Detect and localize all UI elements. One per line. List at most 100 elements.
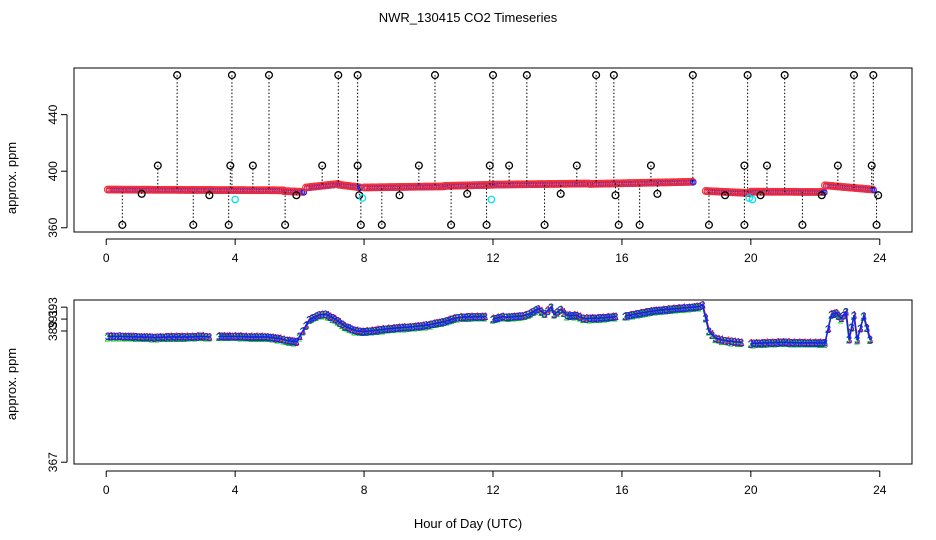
lower-series-marker: 3 bbox=[108, 332, 114, 344]
lower-series-marker: 2 bbox=[110, 332, 116, 344]
lower-series-marker: 3 bbox=[226, 331, 232, 343]
lower-series-marker: 3 bbox=[157, 333, 163, 345]
lower-x-tick-label: 16 bbox=[615, 483, 629, 497]
lower-series-marker: 3 bbox=[681, 303, 687, 315]
upper-outlier-point bbox=[430, 71, 440, 80]
lower-series-marker: 3 bbox=[444, 315, 450, 327]
lower-series-marker: 3 bbox=[275, 333, 281, 345]
upper-outlier-point bbox=[485, 161, 494, 170]
lower-series-marker: 2 bbox=[377, 325, 383, 337]
lower-series-marker: 3 bbox=[658, 305, 664, 317]
upper-x-tick-label: 16 bbox=[615, 251, 629, 265]
lower-series-marker: 2 bbox=[642, 308, 648, 320]
upper-outlier-point bbox=[614, 220, 623, 229]
lower-series-marker: 3 bbox=[759, 338, 765, 350]
lower-series-marker: 2 bbox=[203, 333, 209, 345]
lower-series-marker: 3 bbox=[322, 309, 328, 321]
lower-series-marker: 3 bbox=[825, 324, 831, 336]
lower-series-marker: 3 bbox=[635, 308, 641, 320]
lower-series-marker: 3 bbox=[587, 313, 593, 325]
lower-series-marker: 2 bbox=[332, 314, 338, 326]
lower-series-marker: 3 bbox=[500, 312, 506, 324]
lower-series-marker: 2 bbox=[414, 321, 420, 333]
lower-series-marker: 2 bbox=[640, 308, 646, 320]
lower-series-marker: 3 bbox=[256, 332, 262, 344]
lower-series-marker: 3 bbox=[434, 318, 440, 330]
lower-series-marker: 3 bbox=[313, 311, 319, 323]
lower-series-marker: 2 bbox=[678, 304, 684, 316]
lower-series-marker: 3 bbox=[668, 304, 674, 316]
lower-series-marker: 3 bbox=[374, 325, 380, 337]
lower-series-marker: 2 bbox=[632, 310, 638, 322]
upper-outlier-point bbox=[849, 71, 859, 80]
lower-series-marker: 3 bbox=[479, 312, 485, 324]
lower-series-marker: 3 bbox=[246, 332, 252, 344]
lower-series-marker: 2 bbox=[796, 339, 802, 351]
lower-series-marker: 3 bbox=[138, 332, 144, 344]
lower-series-marker: 3 bbox=[361, 326, 367, 338]
lower-series-marker: 2 bbox=[346, 324, 352, 336]
lower-series-marker: 3 bbox=[404, 322, 410, 334]
lower-series-marker: 2 bbox=[591, 314, 597, 326]
lower-series-marker: 3 bbox=[691, 302, 697, 314]
lower-series-marker: 2 bbox=[175, 333, 181, 345]
lower-series-marker: 2 bbox=[240, 332, 246, 344]
lower-series-marker: 2 bbox=[311, 313, 317, 325]
lower-series-marker: 2 bbox=[734, 338, 740, 350]
lower-series-marker: 2 bbox=[645, 307, 651, 319]
lower-series-marker: 2 bbox=[234, 332, 240, 344]
lower-series-marker: 2 bbox=[194, 332, 200, 344]
upper-outlier-point bbox=[205, 191, 214, 200]
lower-series-marker: 3 bbox=[703, 313, 709, 325]
lower-series-marker: 3 bbox=[330, 313, 336, 325]
lower-series-marker: 2 bbox=[448, 315, 454, 327]
lower-series-marker: 3 bbox=[812, 338, 818, 350]
lower-series-marker: 3 bbox=[181, 332, 187, 344]
lower-series-marker: 2 bbox=[197, 332, 203, 344]
lower-series-marker: 2 bbox=[817, 339, 823, 351]
lower-series-marker: 3 bbox=[796, 338, 802, 350]
lower-series-marker: 3 bbox=[577, 312, 583, 324]
lower-series-marker: 3 bbox=[366, 326, 372, 338]
lower-series-marker: 2 bbox=[612, 312, 618, 324]
lower-series-marker: 2 bbox=[334, 317, 340, 329]
lower-series-marker: 3 bbox=[533, 305, 539, 317]
lower-series-marker: 2 bbox=[867, 335, 873, 347]
lower-series-marker: 2 bbox=[250, 332, 256, 344]
lower-series-marker: 2 bbox=[471, 313, 477, 325]
lower-series-marker: 2 bbox=[226, 332, 232, 344]
lower-series-marker: 2 bbox=[232, 332, 238, 344]
lower-series-marker: 2 bbox=[473, 312, 479, 324]
lower-series-marker: 3 bbox=[311, 312, 317, 324]
lower-series-marker: 2 bbox=[156, 333, 162, 345]
lower-series-marker: 3 bbox=[232, 331, 238, 343]
lower-series-marker: 3 bbox=[339, 319, 345, 331]
lower-series-marker: 3 bbox=[525, 309, 531, 321]
lower-series-marker: 3 bbox=[589, 314, 595, 326]
lower-series-marker: 3 bbox=[219, 331, 225, 343]
lower-series-marker: 3 bbox=[347, 323, 353, 335]
lower-series-marker: 3 bbox=[262, 332, 268, 344]
lower-series-marker: 2 bbox=[280, 336, 286, 348]
lower-series-marker: 3 bbox=[630, 309, 636, 321]
lower-series-marker: 3 bbox=[344, 322, 350, 334]
lower-series-marker: 3 bbox=[143, 332, 149, 344]
lower-series-marker: 2 bbox=[489, 315, 495, 327]
lower-series-marker: 2 bbox=[351, 326, 357, 338]
lower-series-marker: 3 bbox=[357, 326, 363, 338]
lower-series-marker: 3 bbox=[783, 337, 789, 349]
upper-outlier-point bbox=[153, 161, 162, 170]
lower-series-marker: 3 bbox=[738, 337, 744, 349]
lower-x-tick-label: 24 bbox=[873, 483, 887, 497]
lower-series-marker: 2 bbox=[516, 312, 522, 324]
upper-outliers-low-series bbox=[118, 182, 881, 229]
lower-series-marker: 3 bbox=[735, 337, 741, 349]
lower-series-marker: 2 bbox=[127, 333, 133, 345]
lower-series-marker: 2 bbox=[548, 303, 554, 315]
lower-series-marker: 2 bbox=[242, 333, 248, 345]
lower-series-marker: 3 bbox=[240, 332, 246, 344]
lower-series-marker: 2 bbox=[379, 325, 385, 337]
lower-series-marker: 1 bbox=[867, 334, 873, 346]
upper-x-tick-label: 20 bbox=[744, 251, 758, 265]
lower-series-marker: 3 bbox=[319, 310, 325, 322]
